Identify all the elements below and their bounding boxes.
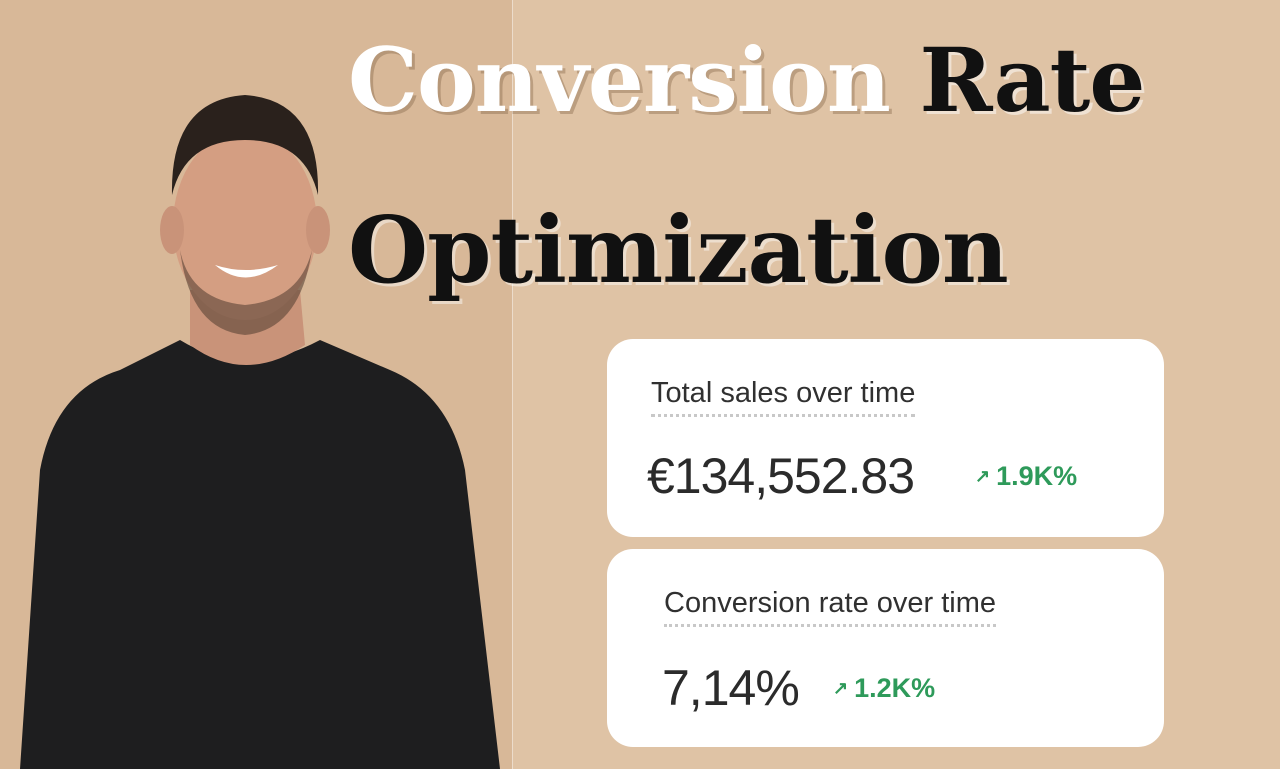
hair: [171, 95, 319, 195]
smile: [215, 265, 278, 278]
conversion-rate-card: Conversion rate over time 7,14% ↗ 1.2K%: [607, 549, 1164, 747]
change-value: 1.2K%: [854, 673, 936, 703]
title-word-conversion: Conversion: [348, 28, 891, 132]
face: [173, 130, 317, 320]
card-value: 7,14%: [662, 660, 800, 716]
beard: [180, 250, 312, 335]
card-change: ↗ 1.2K%: [833, 673, 935, 704]
arrow-up-right-icon: ↗: [975, 466, 991, 486]
card-label: Conversion rate over time: [664, 587, 997, 627]
card-value: €134,552.83: [647, 448, 915, 504]
arrow-up-right-icon: ↗: [833, 678, 849, 698]
card-label: Total sales over time: [651, 377, 916, 417]
title-line-1: Conversion Rate: [348, 28, 1146, 132]
person-photo: [20, 95, 500, 769]
sweater: [20, 340, 500, 769]
change-value: 1.9K%: [996, 461, 1078, 491]
total-sales-card: Total sales over time €134,552.83 ↗ 1.9K%: [607, 339, 1164, 537]
ear-right: [306, 206, 330, 254]
title-line-2: Optimization: [348, 196, 1009, 304]
ear-left: [160, 206, 184, 254]
divider: [512, 0, 513, 769]
card-change: ↗ 1.9K%: [975, 461, 1077, 492]
title-word-rate: Rate: [919, 28, 1146, 132]
